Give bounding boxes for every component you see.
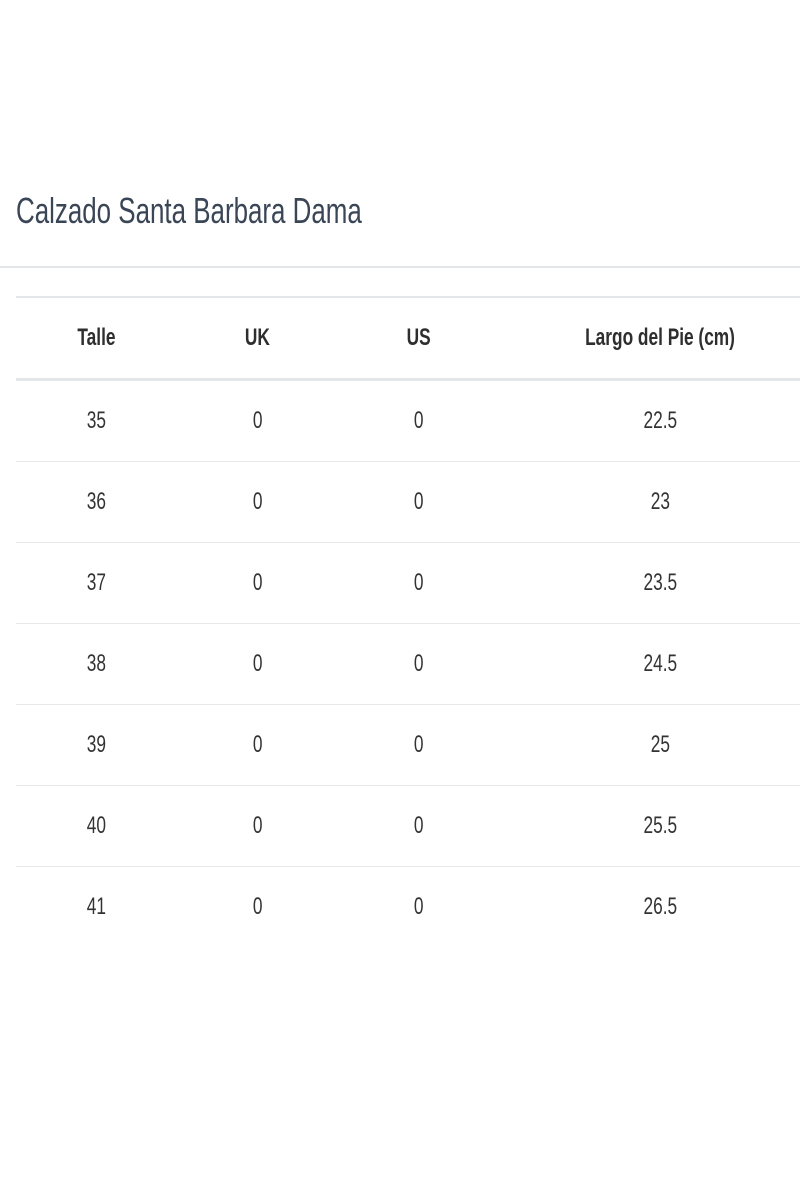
cell-talle: 35: [86, 407, 107, 434]
page-title: Calzado Santa Barbara Dama: [16, 190, 362, 231]
cell-talle: 38: [86, 650, 107, 677]
table-row: 38 0 0 24.5: [16, 624, 800, 705]
cell-us: 0: [413, 488, 424, 515]
header-talle: Talle: [77, 324, 116, 351]
cell-us: 0: [413, 569, 424, 596]
cell-largo: 25: [650, 731, 670, 758]
table-row: 36 0 0 23: [16, 462, 800, 543]
cell-us: 0: [413, 893, 424, 920]
cell-largo: 25.5: [643, 812, 677, 839]
cell-uk: 0: [252, 893, 263, 920]
divider: [0, 266, 800, 268]
header-us: US: [406, 324, 431, 351]
cell-talle: 37: [86, 569, 107, 596]
header-uk: UK: [245, 324, 270, 351]
cell-largo: 23.5: [643, 569, 677, 596]
cell-uk: 0: [252, 569, 263, 596]
cell-largo: 26.5: [643, 893, 677, 920]
cell-us: 0: [413, 650, 424, 677]
table-row: 39 0 0 25: [16, 705, 800, 786]
cell-us: 0: [413, 407, 424, 434]
cell-largo: 23: [650, 488, 670, 515]
cell-uk: 0: [252, 650, 263, 677]
cell-uk: 0: [252, 731, 263, 758]
cell-uk: 0: [252, 812, 263, 839]
cell-talle: 39: [86, 731, 107, 758]
header-largo: Largo del Pie (cm): [585, 324, 735, 351]
cell-uk: 0: [252, 488, 263, 515]
cell-us: 0: [413, 731, 424, 758]
cell-talle: 36: [86, 488, 107, 515]
cell-largo: 22.5: [643, 407, 677, 434]
table-row: 40 0 0 25.5: [16, 786, 800, 867]
cell-us: 0: [413, 812, 424, 839]
table-row: 37 0 0 23.5: [16, 543, 800, 624]
size-chart-table: Talle UK US Largo del Pie (cm) 35 0 0 22.5 36 0 0…: [16, 296, 800, 947]
table-row: 41 0 0 26.5: [16, 867, 800, 948]
cell-largo: 24.5: [643, 650, 677, 677]
cell-talle: 40: [86, 812, 107, 839]
table-header-row: Talle UK US Largo del Pie (cm): [16, 297, 800, 380]
table-row: 35 0 0 22.5: [16, 380, 800, 462]
cell-talle: 41: [86, 893, 107, 920]
cell-uk: 0: [252, 407, 263, 434]
